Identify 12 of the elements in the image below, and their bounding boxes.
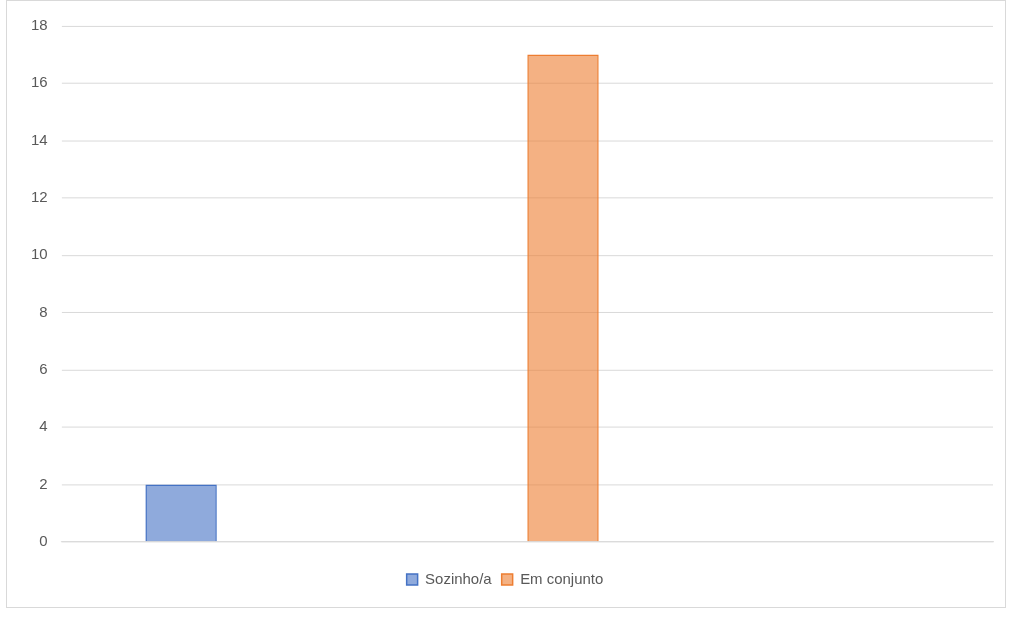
y-tick-label: 6	[39, 359, 48, 377]
y-tick-label: 8	[39, 302, 48, 320]
y-tick-label: 10	[30, 245, 48, 263]
y-tick-label: 4	[39, 417, 48, 435]
legend-label: Sozinho/a	[425, 569, 493, 587]
y-tick-label: 14	[30, 130, 48, 148]
y-tick-label: 12	[30, 188, 48, 206]
y-tick-label: 0	[39, 531, 48, 549]
y-tick-label: 2	[39, 474, 48, 492]
y-tick-label: 18	[30, 16, 48, 34]
legend-label: Em conjunto	[520, 569, 604, 587]
y-tick-label: 16	[30, 73, 48, 91]
